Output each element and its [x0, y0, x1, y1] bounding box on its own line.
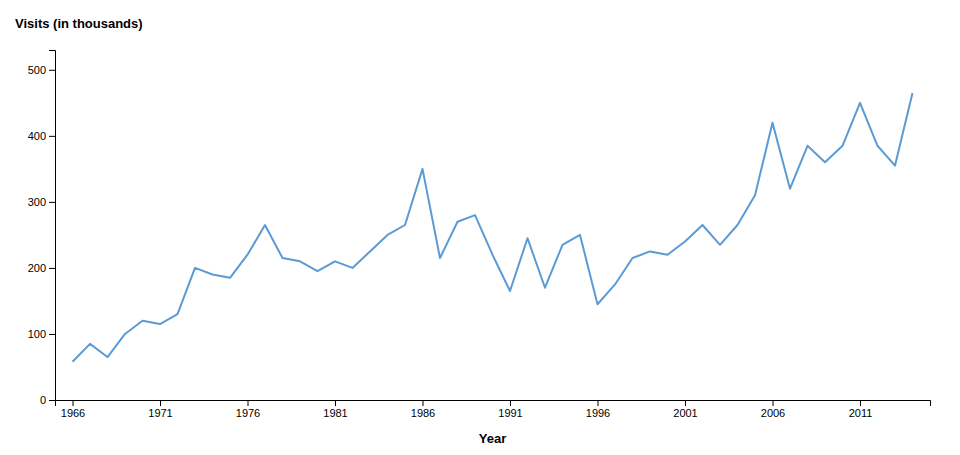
- y-axis-title: Visits (in thousands): [15, 16, 143, 31]
- x-tick-mark: [773, 400, 774, 406]
- x-tick: 1981: [323, 400, 347, 419]
- y-tick-label: 0: [40, 394, 46, 406]
- x-tick: 1966: [61, 400, 85, 419]
- x-axis-title: Year: [479, 431, 506, 446]
- y-tick-label: 200: [28, 262, 46, 274]
- y-tick-mark: [49, 400, 55, 401]
- x-tick-label: 2006: [761, 407, 785, 419]
- x-tick: 1971: [148, 400, 172, 419]
- x-tick-mark: [335, 400, 336, 406]
- x-tick-mark: [73, 400, 74, 406]
- y-tick: 0: [40, 394, 55, 406]
- y-tick-mark: [49, 202, 55, 203]
- y-axis-line: [49, 51, 56, 401]
- y-tick: 500: [28, 64, 55, 76]
- y-tick: 100: [28, 328, 55, 340]
- plot-area: 1966 1971 1976 1981 1986 1991 1996 2001 2006 2011…: [28, 51, 931, 419]
- x-axis-line: [56, 401, 931, 407]
- x-tick: 1986: [411, 400, 435, 419]
- x-tick-label: 1991: [498, 407, 522, 419]
- x-tick-label: 1996: [586, 407, 610, 419]
- y-tick-label: 500: [28, 64, 46, 76]
- x-tick: 2001: [673, 400, 697, 419]
- x-tick-label: 1981: [323, 407, 347, 419]
- x-axis: 1966 1971 1976 1981 1986 1991 1996 2001 2006 2011: [56, 400, 931, 419]
- y-tick: 200: [28, 262, 55, 274]
- y-tick-mark: [49, 334, 55, 335]
- y-tick: 300: [28, 196, 55, 208]
- x-tick-mark: [685, 400, 686, 406]
- x-tick-mark: [860, 400, 861, 406]
- x-tick: 2011: [849, 400, 873, 419]
- y-tick-mark: [49, 136, 55, 137]
- marks: [73, 93, 913, 362]
- x-tick-mark: [423, 400, 424, 406]
- y-tick-label: 100: [28, 328, 46, 340]
- x-tick: 1996: [586, 400, 610, 419]
- x-tick-mark: [510, 400, 511, 406]
- x-tick-label: 1966: [61, 407, 85, 419]
- x-tick-label: 1986: [411, 407, 435, 419]
- y-tick-label: 400: [28, 130, 46, 142]
- y-tick: 400: [28, 130, 55, 142]
- x-tick-label: 2011: [849, 407, 873, 419]
- x-tick-label: 1971: [148, 407, 172, 419]
- line: [73, 93, 913, 362]
- x-tick: 2006: [761, 400, 785, 419]
- x-tick-mark: [248, 400, 249, 406]
- x-tick-mark: [598, 400, 599, 406]
- y-tick-label: 300: [28, 196, 46, 208]
- x-tick: 1991: [498, 400, 522, 419]
- x-tick-mark: [160, 400, 161, 406]
- y-axis: 0 100 200 300 400 500: [28, 51, 56, 407]
- chart: 1966 1971 1976 1981 1986 1991 1996 2001 2006 2011…: [0, 0, 960, 455]
- y-tick-mark: [49, 268, 55, 269]
- y-tick-mark: [49, 70, 55, 71]
- x-tick-label: 1976: [236, 407, 260, 419]
- x-tick-label: 2001: [673, 407, 697, 419]
- x-tick: 1976: [236, 400, 260, 419]
